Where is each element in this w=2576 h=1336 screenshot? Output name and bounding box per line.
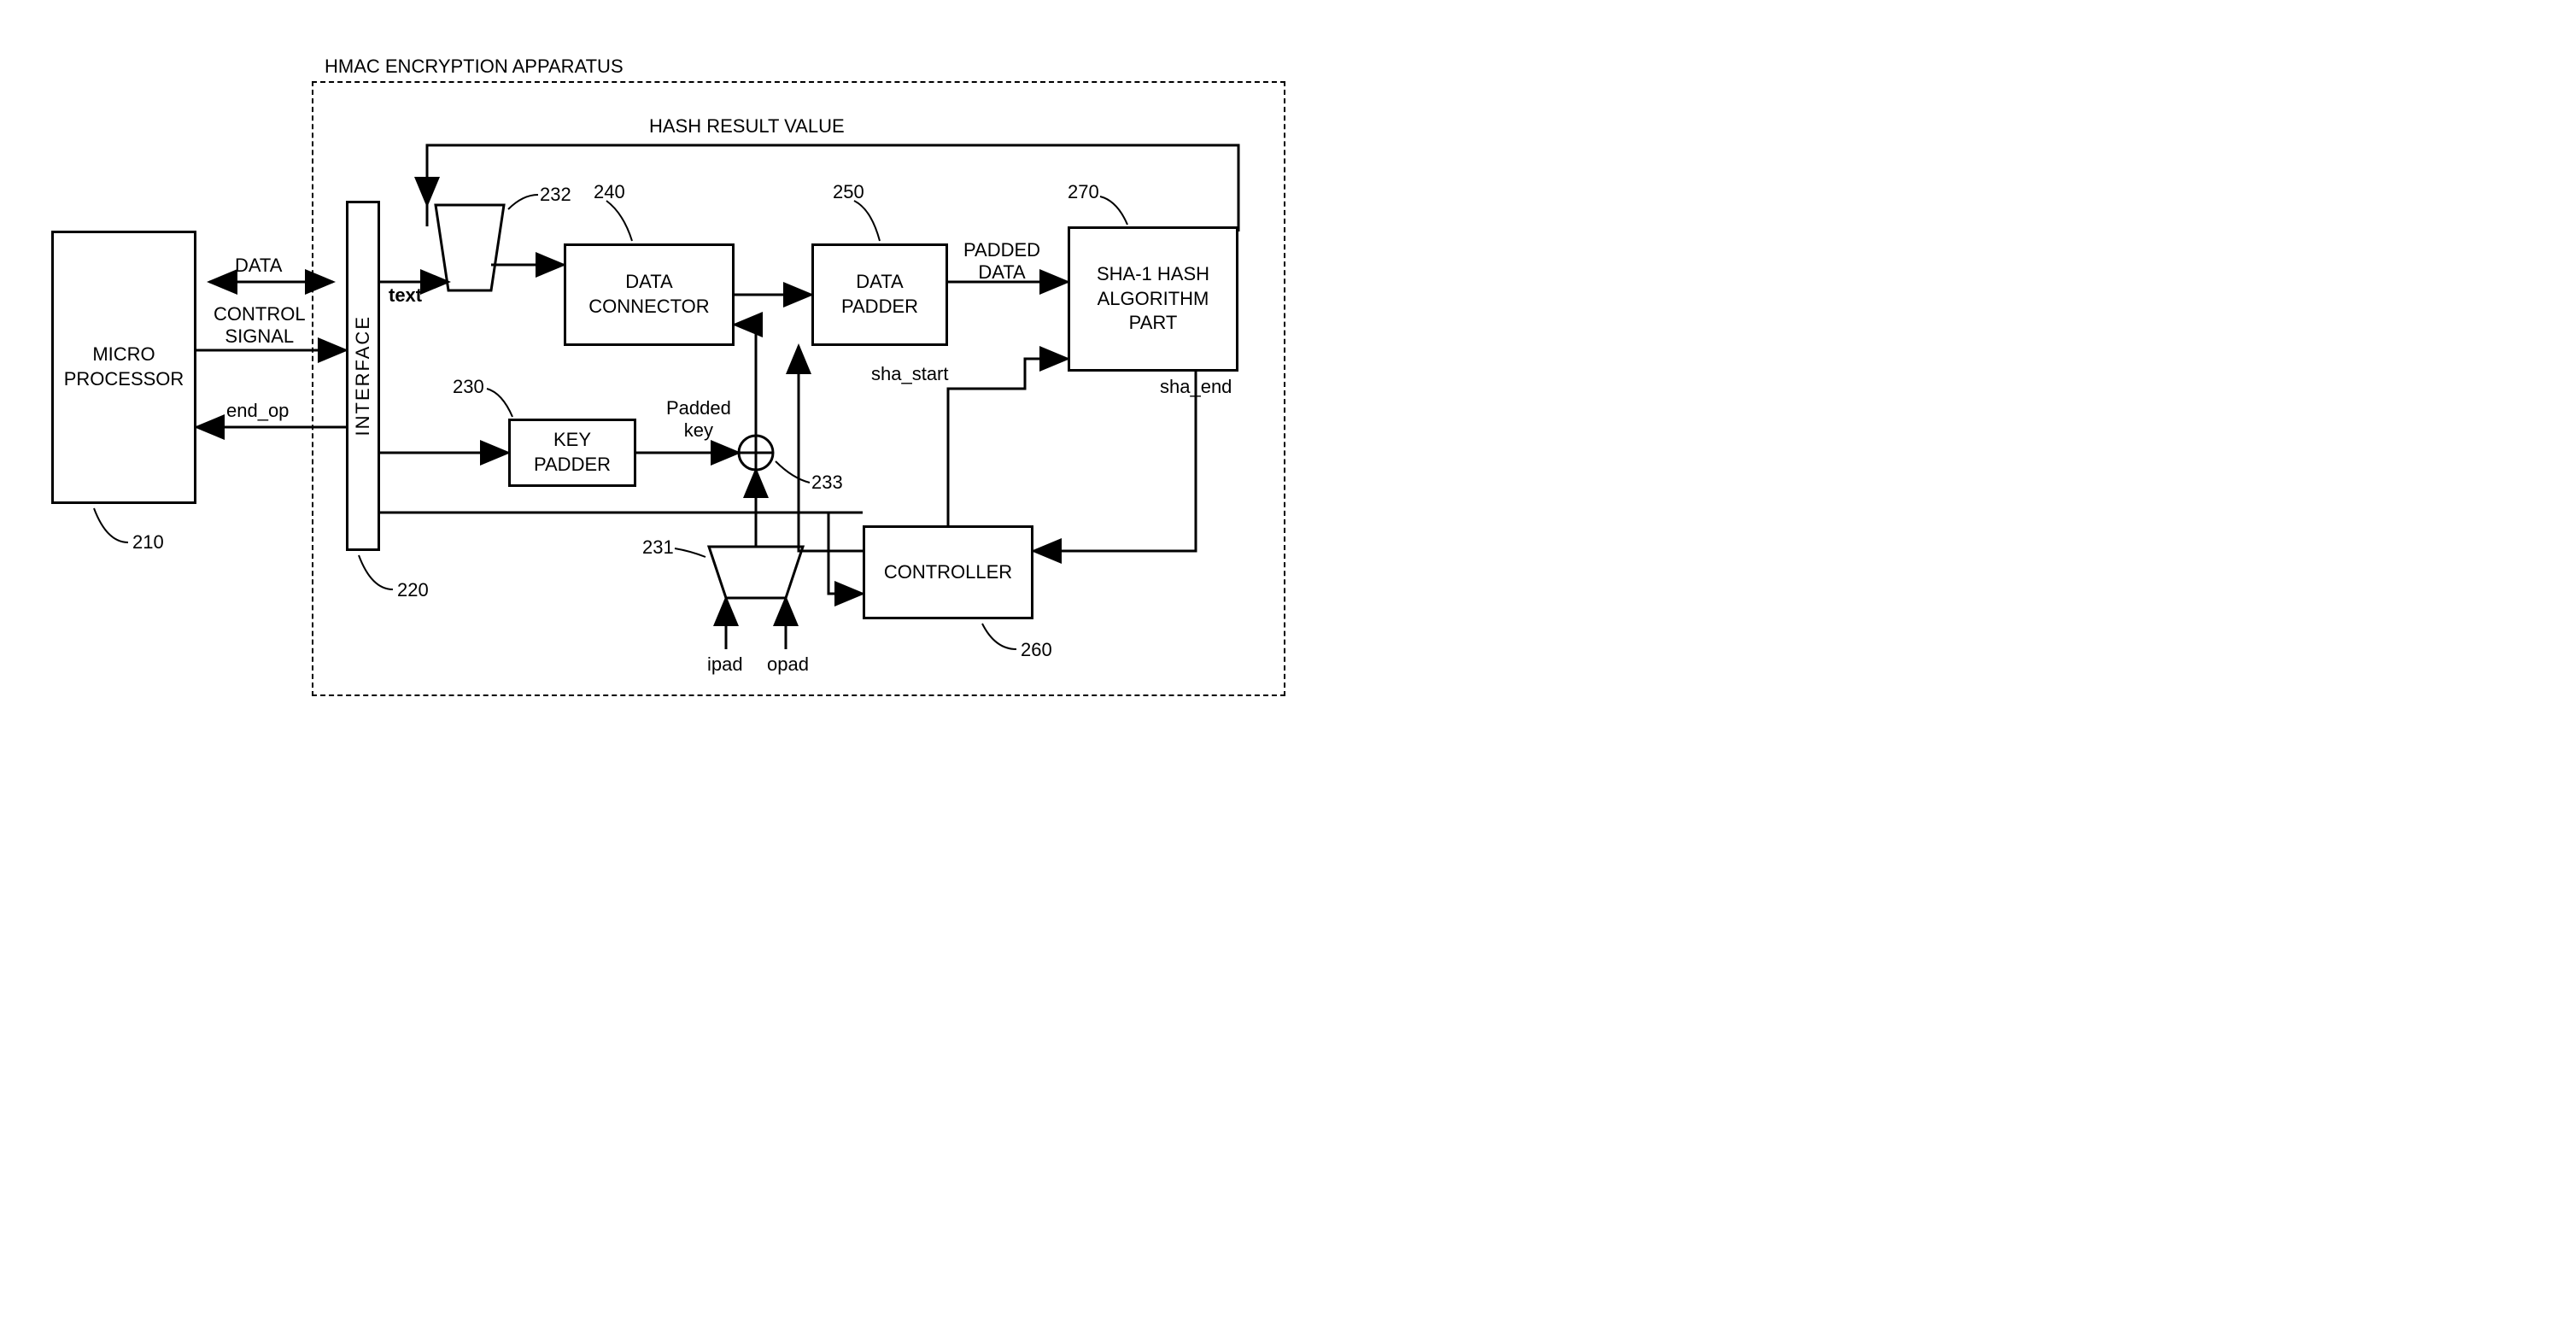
ipad-label: ipad <box>707 653 743 676</box>
opad-label: opad <box>767 653 809 676</box>
mux-top-shape <box>436 205 504 290</box>
sha-start-signal <box>948 389 986 525</box>
ref-240: 240 <box>594 181 625 203</box>
control-signal-label: CONTROLSIGNAL <box>214 303 306 348</box>
mux-bottom-shape <box>709 547 803 598</box>
ref-240-leader <box>606 201 632 241</box>
padded-data-label: PADDEDDATA <box>963 239 1040 284</box>
ref-232: 232 <box>540 184 571 206</box>
ref-260-leader <box>982 624 1016 649</box>
ref-270: 270 <box>1068 181 1099 203</box>
ref-250: 250 <box>833 181 864 203</box>
data-label: DATA <box>235 255 282 277</box>
ref-210: 210 <box>132 531 164 554</box>
sha-end-signal <box>1033 372 1196 551</box>
ref-233: 233 <box>811 472 843 494</box>
diagram-canvas: HMAC ENCRYPTION APPARATUS MICROPROCESSOR… <box>34 34 1315 700</box>
ref-250-leader <box>854 201 880 241</box>
ref-220: 220 <box>397 579 429 601</box>
xor-to-connector <box>735 325 756 436</box>
end-op-label: end_op <box>226 400 289 422</box>
ref-220-leader <box>359 555 393 589</box>
ref-260: 260 <box>1021 639 1052 661</box>
ref-231-leader <box>675 548 705 557</box>
sha-end-label: sha_end <box>1160 376 1232 398</box>
ref-230-leader <box>487 389 512 417</box>
ctrl-to-padder <box>799 346 863 551</box>
ref-210-leader <box>94 508 128 542</box>
ref-270-leader <box>1100 196 1127 225</box>
text-label: text <box>389 284 422 307</box>
ref-233-leader <box>776 461 810 483</box>
padded-key-label: Paddedkey <box>666 397 731 442</box>
ref-231: 231 <box>642 536 674 559</box>
ref-230: 230 <box>453 376 484 398</box>
hash-result-label: HASH RESULT VALUE <box>649 115 845 138</box>
ref-232-leader <box>508 195 538 209</box>
sha-start-label: sha_start <box>871 363 949 385</box>
